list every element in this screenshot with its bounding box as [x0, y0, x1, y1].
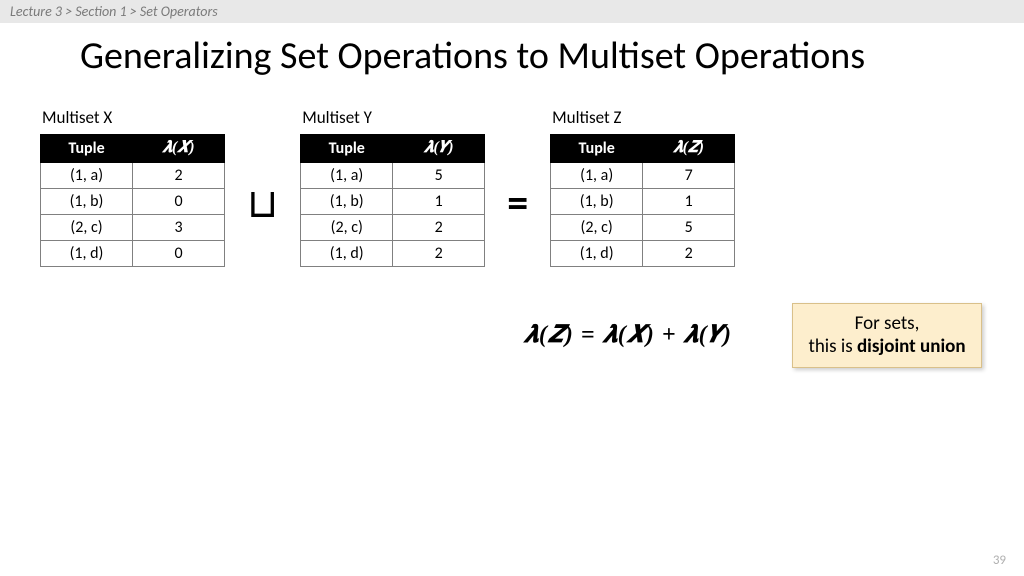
- equals-operator-icon: =: [485, 149, 550, 225]
- page-number: 39: [993, 553, 1006, 568]
- multiset-x-label: Multiset X: [40, 107, 225, 128]
- table-header-lambda: 𝝀(𝒁): [643, 134, 735, 162]
- table-row: (1, a)2: [41, 162, 225, 188]
- table-row: (1, b)1: [551, 188, 735, 214]
- table-header-tuple: Tuple: [551, 134, 643, 162]
- tables-row: Multiset X Tuple 𝝀(𝑿) (1, a)2 (1, b)0 (2…: [0, 79, 1024, 267]
- table-row: (1, d)2: [551, 240, 735, 266]
- table-header-lambda: 𝝀(𝒀): [393, 134, 485, 162]
- table-row: (1, b)1: [301, 188, 485, 214]
- table-row: (2, c)2: [301, 214, 485, 240]
- table-row: (1, b)0: [41, 188, 225, 214]
- multiset-z-block: Multiset Z Tuple 𝝀(𝒁) (1, a)7 (1, b)1 (2…: [550, 107, 735, 267]
- multiset-y-label: Multiset Y: [300, 107, 485, 128]
- slide-title: Generalizing Set Operations to Multiset …: [0, 23, 880, 79]
- multiset-z-label: Multiset Z: [550, 107, 735, 128]
- table-row: (2, c)5: [551, 214, 735, 240]
- note-bold: disjoint union: [857, 335, 966, 358]
- table-row: (1, a)5: [301, 162, 485, 188]
- lambda-formula: 𝝀(𝒁) = 𝝀(𝑿) + 𝝀(𝒀): [524, 322, 732, 349]
- table-header-lambda: 𝝀(𝑿): [133, 134, 225, 162]
- table-row: (2, c)3: [41, 214, 225, 240]
- breadcrumb: Lecture 3 > Section 1 > Set Operators: [0, 0, 1024, 23]
- multiset-y-table: Tuple 𝝀(𝒀) (1, a)5 (1, b)1 (2, c)2 (1, d…: [300, 134, 485, 267]
- multiset-z-table: Tuple 𝝀(𝒁) (1, a)7 (1, b)1 (2, c)5 (1, d…: [550, 134, 735, 267]
- multiset-y-block: Multiset Y Tuple 𝝀(𝒀) (1, a)5 (1, b)1 (2…: [300, 107, 485, 267]
- table-row: (1, d)2: [301, 240, 485, 266]
- formula-row: 𝝀(𝒁) = 𝝀(𝑿) + 𝝀(𝒀) For sets, this is dis…: [0, 267, 1024, 369]
- note-text: For sets,: [855, 312, 920, 335]
- table-row: (1, d)0: [41, 240, 225, 266]
- multiset-x-block: Multiset X Tuple 𝝀(𝑿) (1, a)2 (1, b)0 (2…: [40, 107, 225, 267]
- multiset-x-table: Tuple 𝝀(𝑿) (1, a)2 (1, b)0 (2, c)3 (1, d…: [40, 134, 225, 267]
- note-text: this is: [808, 335, 857, 358]
- table-row: (1, a)7: [551, 162, 735, 188]
- union-operator-icon: ⊔: [225, 150, 300, 224]
- table-header-tuple: Tuple: [41, 134, 133, 162]
- table-header-tuple: Tuple: [301, 134, 393, 162]
- callout-note: For sets, this is disjoint union: [792, 303, 982, 369]
